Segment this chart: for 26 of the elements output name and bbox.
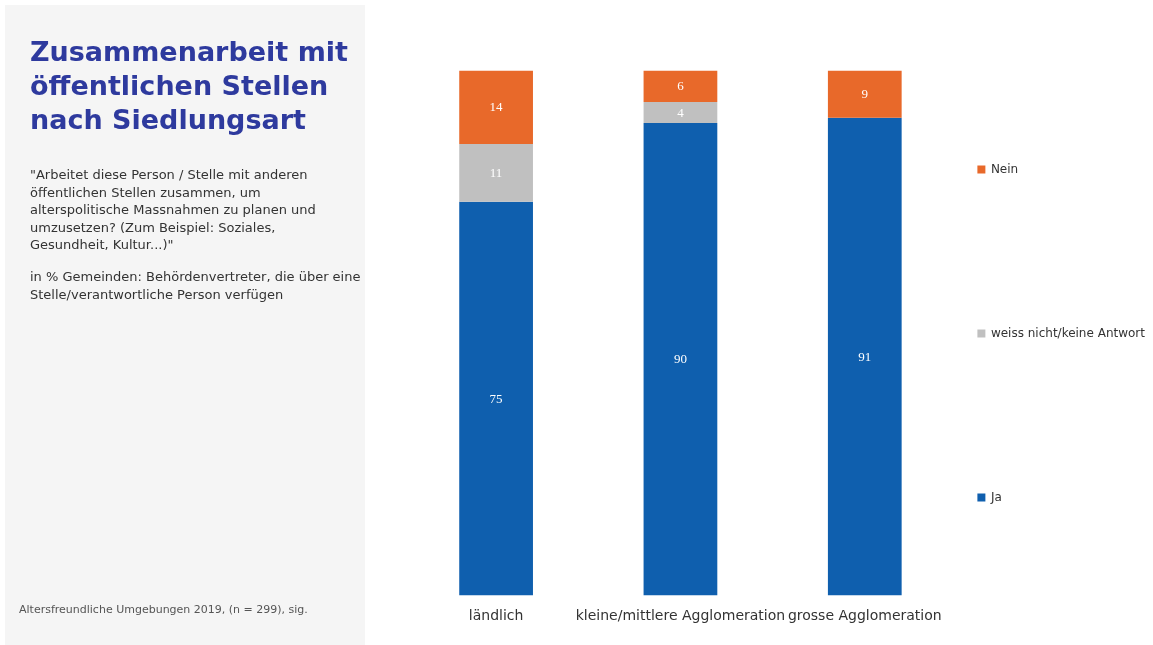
x-tick-label: grosse Agglomeration xyxy=(787,606,942,623)
data-label: 9 xyxy=(861,86,869,102)
text: in % Gemeinden: Behördenvertreter, die über eine Stelle/verantwortliche Person verfügen xyxy=(30,268,362,304)
bar xyxy=(643,123,718,596)
bar xyxy=(643,102,718,123)
legend-label: Ja xyxy=(990,489,1003,504)
bar xyxy=(459,201,533,596)
data-label: 90 xyxy=(673,351,687,367)
data-label: 6 xyxy=(677,78,685,94)
x-tick-label: kleine/mittlere Agglomeration xyxy=(575,606,786,623)
bar xyxy=(643,70,718,102)
data-label: 91 xyxy=(858,348,872,364)
text: Altersfreundliche Umgebungen 2019, (n = 299), sig. xyxy=(19,602,308,618)
x-tick-label: ländlich xyxy=(468,606,524,623)
legend-label: Nein xyxy=(990,161,1019,176)
data-label: 75 xyxy=(489,390,503,406)
chart-title: Zusammenarbeit mit öffentlichen Stellen nach Siedlungsart xyxy=(30,35,349,137)
bar xyxy=(459,70,533,144)
data-label: 4 xyxy=(677,104,685,120)
bar xyxy=(827,70,902,118)
data-label: 14 xyxy=(489,99,504,115)
data-label: 11 xyxy=(489,164,503,180)
bar xyxy=(827,117,902,596)
text: "Arbeitet diese Person / Stelle mit anderen öffentlichen Stellen zusammen, um alterspolitische Massnahmen zu planen und umzusetzen? (Zum Beispiel: Soziales, Gesundheit, Kultur...)" xyxy=(30,166,317,254)
legend-label: weiss nicht/keine Antwort xyxy=(990,325,1145,340)
bar xyxy=(459,144,533,202)
